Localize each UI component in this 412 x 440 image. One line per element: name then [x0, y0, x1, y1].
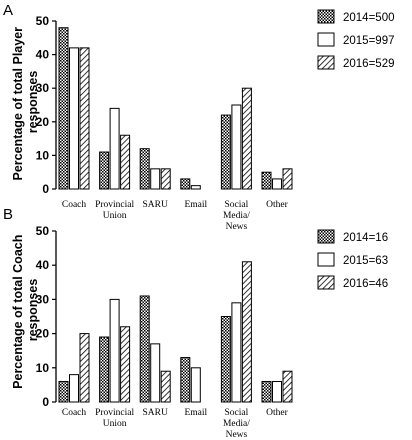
- y-tick-label: 40: [36, 48, 50, 62]
- panel-b-legend: 2014=16 2015=63 2016=46: [317, 229, 388, 290]
- bar-empty: [231, 302, 242, 403]
- bar-diagonal: [79, 333, 90, 403]
- bar-empty: [272, 380, 282, 403]
- legend-label: 2016=46: [343, 278, 388, 290]
- panel-a-y-axis: 0 10 20 30 40 50: [36, 14, 57, 196]
- legend-label: 2016=529: [343, 58, 395, 70]
- bar-empty: [272, 178, 282, 190]
- bar-crosshatch: [139, 295, 150, 403]
- bar-crosshatch: [139, 148, 150, 190]
- legend-swatch-diagonal: [317, 275, 335, 290]
- bar-empty: [109, 298, 120, 403]
- panel-a-legend: 2014=500 2015=997 2016=529: [317, 9, 395, 70]
- y-tick-label: 0: [42, 182, 49, 196]
- bar-crosshatch: [180, 178, 191, 190]
- legend-swatch-diagonal: [317, 55, 335, 70]
- bar-empty: [231, 104, 242, 190]
- panel-b-x-labels: Coach Provincial Union SARU Email Social Media…: [62, 408, 289, 440]
- y-tick-label: 20: [36, 115, 50, 129]
- legend-swatch-crosshatch: [317, 9, 335, 24]
- y-tick-label: 10: [36, 148, 50, 162]
- bar-empty: [109, 107, 120, 190]
- panel-a-letter: A: [3, 2, 13, 19]
- bar-crosshatch: [261, 380, 272, 403]
- panel-b-ylabel: Percentage of total Coach responses: [11, 231, 40, 389]
- x-category-label: Provincial Union: [95, 200, 134, 221]
- panel-a-chart: A Percentage of total Player responses 0…: [3, 2, 395, 232]
- legend-label: 2014=16: [343, 232, 388, 244]
- x-category-label: Email: [184, 200, 207, 210]
- legend-swatch-empty: [317, 32, 335, 47]
- panel-b-ylabel-line-1: Percentage of total Coach: [11, 235, 25, 389]
- panel-b-y-axis: 0 10 20 30 40 50: [36, 224, 57, 409]
- x-category-label: SARU: [143, 200, 168, 210]
- bar-diagonal: [160, 168, 171, 190]
- bar-crosshatch: [220, 114, 231, 190]
- y-tick-label: 10: [36, 361, 50, 375]
- legend-label: 2015=63: [343, 255, 388, 267]
- panel-b-chart: B Percentage of total Coach responses 0 1…: [3, 206, 388, 440]
- legend-label: 2015=997: [343, 35, 395, 47]
- bar-crosshatch: [58, 27, 69, 190]
- panel-a-ylabel-line-1: Percentage of total Player: [11, 27, 25, 181]
- bar-empty: [150, 168, 161, 190]
- bar-empty: [69, 47, 79, 190]
- bar-empty: [150, 343, 161, 403]
- x-category-label: Email: [184, 408, 207, 418]
- panel-b-ylabel-line-2: responses: [26, 279, 40, 342]
- x-category-label: Other: [266, 408, 288, 418]
- panel-a-bars: [58, 27, 293, 190]
- bar-diagonal: [241, 87, 252, 190]
- legend-swatch-empty: [317, 252, 335, 267]
- x-category-label: Other: [266, 200, 288, 210]
- x-category-label: SARU: [143, 408, 168, 418]
- panel-b-bars: [58, 261, 293, 403]
- y-tick-label: 50: [36, 14, 50, 28]
- y-tick-label: 40: [36, 258, 50, 272]
- bar-diagonal: [282, 168, 293, 190]
- y-tick-label: 0: [42, 395, 49, 409]
- bar-crosshatch: [99, 151, 110, 190]
- bar-diagonal: [120, 134, 131, 190]
- bar-diagonal: [160, 370, 171, 403]
- y-tick-label: 20: [36, 327, 50, 341]
- panel-a-x-labels: Coach Provincial Union SARU Email Social Media…: [62, 200, 289, 232]
- bar-crosshatch: [99, 336, 110, 403]
- bar-empty: [190, 367, 201, 403]
- panel-a-ylabel: Percentage of total Player responses: [11, 23, 40, 180]
- bar-diagonal: [241, 261, 252, 403]
- bar-diagonal: [282, 370, 293, 403]
- x-category-label: Social Media/News: [223, 200, 250, 232]
- panel-b-letter: B: [3, 206, 13, 223]
- legend-label: 2014=500: [343, 12, 395, 24]
- bar-crosshatch: [58, 380, 69, 403]
- y-tick-label: 30: [36, 292, 50, 306]
- legend-swatch-crosshatch: [317, 229, 335, 244]
- x-category-label: Coach: [62, 200, 87, 210]
- bar-empty: [190, 185, 201, 190]
- bar-crosshatch: [180, 357, 191, 403]
- y-tick-label: 50: [36, 224, 50, 238]
- x-category-label: Provincial Union: [95, 408, 134, 429]
- x-category-label: Social Media/News: [223, 408, 250, 440]
- bar-diagonal: [120, 326, 131, 403]
- bar-crosshatch: [220, 316, 231, 403]
- y-tick-label: 30: [36, 81, 50, 95]
- bar-empty: [69, 374, 79, 403]
- bar-crosshatch: [261, 171, 272, 190]
- x-category-label: Coach: [62, 408, 87, 418]
- panel-a-ylabel-line-2: responses: [26, 71, 40, 134]
- bar-diagonal: [79, 47, 90, 190]
